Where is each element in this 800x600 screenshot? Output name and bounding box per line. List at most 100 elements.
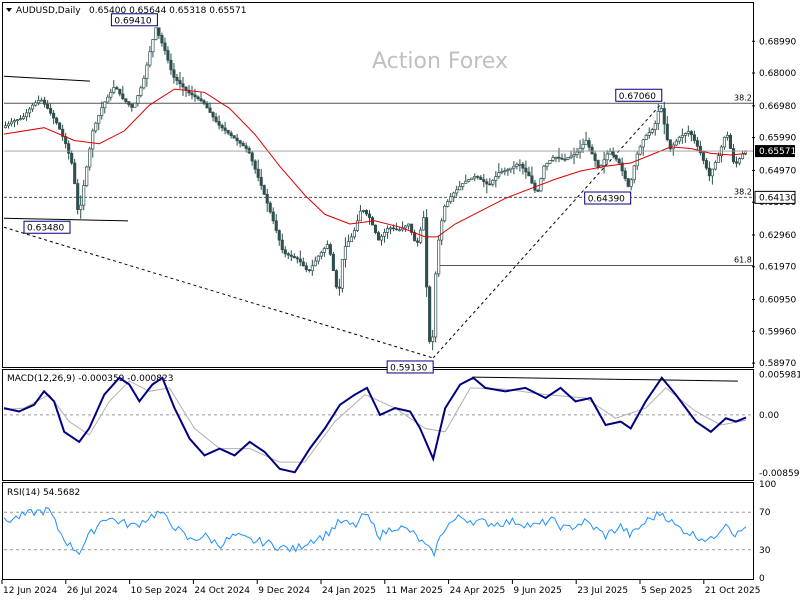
candle-body	[536, 189, 540, 192]
price-axis: 0.689900.680000.669800.659900.649700.639…	[4, 37, 796, 369]
candle-body	[355, 220, 360, 231]
candle-body	[31, 104, 35, 110]
trendlines	[3, 75, 663, 359]
candle-body	[193, 94, 197, 98]
candle-body	[581, 144, 585, 149]
candle-body	[653, 123, 657, 130]
fib-level-label: 61.8	[734, 255, 752, 264]
candle-body	[118, 88, 122, 95]
candle-body	[9, 121, 14, 125]
candle-body	[647, 132, 651, 136]
price-tick-label: 0.68990	[759, 37, 796, 47]
candle-body	[683, 133, 687, 136]
callout-label: 0.64390	[588, 195, 625, 205]
candle-body	[395, 228, 399, 231]
candle-body	[52, 112, 56, 119]
candle-body	[578, 147, 582, 153]
candle-body	[479, 176, 483, 180]
candle-body	[316, 255, 320, 262]
candle-body	[208, 107, 212, 113]
dropdown-arrow-icon[interactable]	[6, 8, 12, 12]
candle-body	[340, 259, 344, 289]
candle-body	[701, 152, 705, 161]
candle-body	[166, 50, 170, 61]
candle-body	[286, 253, 290, 256]
candle-body	[91, 130, 95, 150]
falling-trendline	[3, 226, 434, 359]
price-tick-label: 0.61970	[759, 263, 796, 273]
candle-body	[674, 140, 678, 146]
rsi-pane-frame	[2, 482, 754, 580]
rsi-title: RSI(14) 54.5682	[7, 488, 80, 498]
candle-body	[130, 104, 134, 108]
candle-body	[431, 336, 435, 342]
candle-body	[283, 249, 287, 255]
candle-body	[542, 165, 546, 179]
candle-body	[238, 140, 242, 144]
candle-body	[295, 257, 299, 260]
candle-body	[271, 211, 275, 222]
candle-body	[440, 220, 444, 241]
candle-body	[280, 239, 284, 251]
candle-body	[154, 27, 158, 40]
candle-body	[376, 232, 381, 241]
candle-body	[343, 246, 347, 260]
callout-label: 0.59130	[390, 363, 427, 373]
candle-body	[142, 77, 146, 89]
candle-body	[46, 103, 50, 109]
candle-body	[310, 265, 314, 271]
candle-body	[692, 134, 696, 141]
candle-body	[214, 116, 218, 122]
current-price-box	[755, 145, 795, 158]
candle-body	[18, 118, 23, 121]
candle-body	[437, 239, 441, 275]
candle-body	[382, 232, 387, 237]
date-label: 24 Oct 2024	[194, 586, 250, 596]
candle-body	[740, 153, 745, 160]
candle-body	[452, 192, 456, 198]
candle-body	[563, 158, 567, 161]
candle-body	[301, 261, 305, 267]
candle-body	[259, 176, 263, 186]
candle-body	[226, 130, 230, 134]
candle-body	[163, 42, 167, 51]
macd-tick-label: -0.00859	[759, 469, 800, 479]
candle-body	[364, 210, 369, 215]
candle-body	[419, 229, 423, 243]
candle-body	[491, 179, 495, 185]
macd-signal-line	[3, 380, 747, 463]
rsi-tick-label: 0	[759, 574, 765, 584]
candle-body	[662, 108, 666, 125]
candle-body	[464, 180, 468, 184]
macd-pane-frame	[2, 369, 754, 481]
candle-body	[428, 286, 432, 342]
price-tick-label: 0.66980	[759, 102, 796, 112]
candle-body	[461, 182, 465, 187]
candle-body	[611, 151, 615, 156]
candle-body	[614, 154, 618, 160]
price-tick-label: 0.58970	[759, 359, 796, 369]
rsi-axis: 100 70 30 0	[759, 480, 776, 584]
candle-body	[551, 157, 555, 161]
macd-indicator	[3, 376, 753, 474]
candle-body	[124, 98, 128, 102]
candle-body	[229, 132, 233, 136]
macd-tick-label: 0.005981	[759, 371, 800, 381]
macd-axis: 0.005981 0.00 -0.00859	[759, 371, 800, 479]
price-pane-frame	[2, 2, 754, 368]
candle-body	[704, 160, 708, 169]
callout-box	[386, 360, 434, 374]
candle-body	[367, 213, 372, 218]
candle-body	[503, 170, 507, 173]
candle-body	[139, 87, 143, 96]
candle-body	[698, 145, 702, 154]
candle-body	[268, 202, 272, 213]
candle-body	[274, 220, 278, 231]
candle-body	[425, 217, 429, 288]
callout-box	[615, 88, 663, 102]
rsi-tick-label: 100	[759, 480, 776, 490]
candle-body	[485, 181, 489, 185]
support-price-label: 0.64130	[759, 193, 796, 203]
candle-body	[593, 153, 597, 161]
